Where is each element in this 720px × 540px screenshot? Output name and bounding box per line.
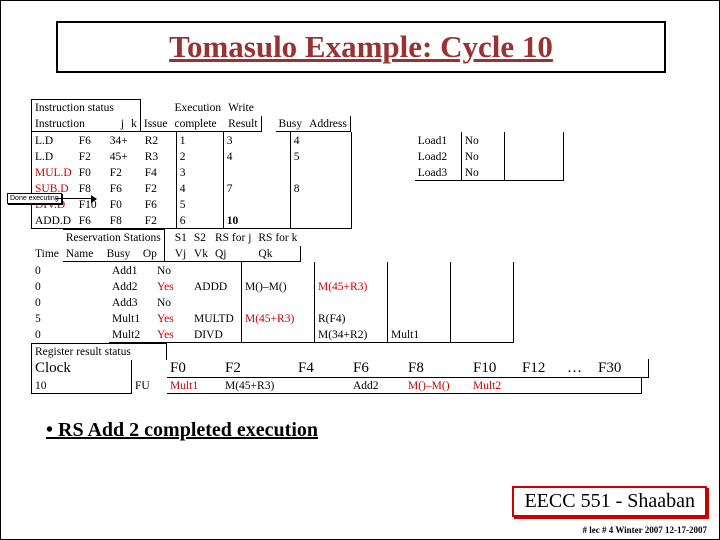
lec-info: # lec # 4 Winter 2007 12-17-2007 [583,525,708,535]
is-hdr: Instruction status [32,100,118,116]
reg-table: Register result status Clock F0F2F4F6F8F… [31,343,649,394]
main-table: Instruction status Execution Write Instr… [31,99,358,132]
done-box: Done executing [7,193,62,204]
content: Instruction status Execution Write Instr… [31,99,711,394]
clock-val: 10 [32,378,73,394]
instr: L.D [32,149,76,165]
course-box: EECC 551 - Shaaban [512,486,707,517]
title-box: Tomasulo Example: Cycle 10 [56,21,666,73]
instr-hdr: Instruction [32,116,118,132]
instr-rows: L.DF634+R2134Load1NoL.DF245+R3245Load2No… [31,132,564,229]
instr: ADD.D [32,213,76,229]
rs-rows: 0Add1No0Add2YesADDDM()–M()M(45+R3)0Add3N… [31,262,514,343]
clock-lbl: Clock [32,360,132,378]
instr: L.D [32,133,76,149]
arrow-icon [56,198,96,199]
bullet-text: • RS Add 2 completed execution [46,419,318,442]
reg-hdr: Register result status [32,344,167,360]
wr-hdr: Write [225,100,261,116]
exec-hdr: Execution [171,100,225,116]
rs-table: Reservation Stations S1 S2 RS for j RS f… [31,229,301,262]
page-title: Tomasulo Example: Cycle 10 [68,29,654,65]
rs-hdr: Reservation Stations [62,230,164,246]
instr: MUL.D [32,165,76,181]
